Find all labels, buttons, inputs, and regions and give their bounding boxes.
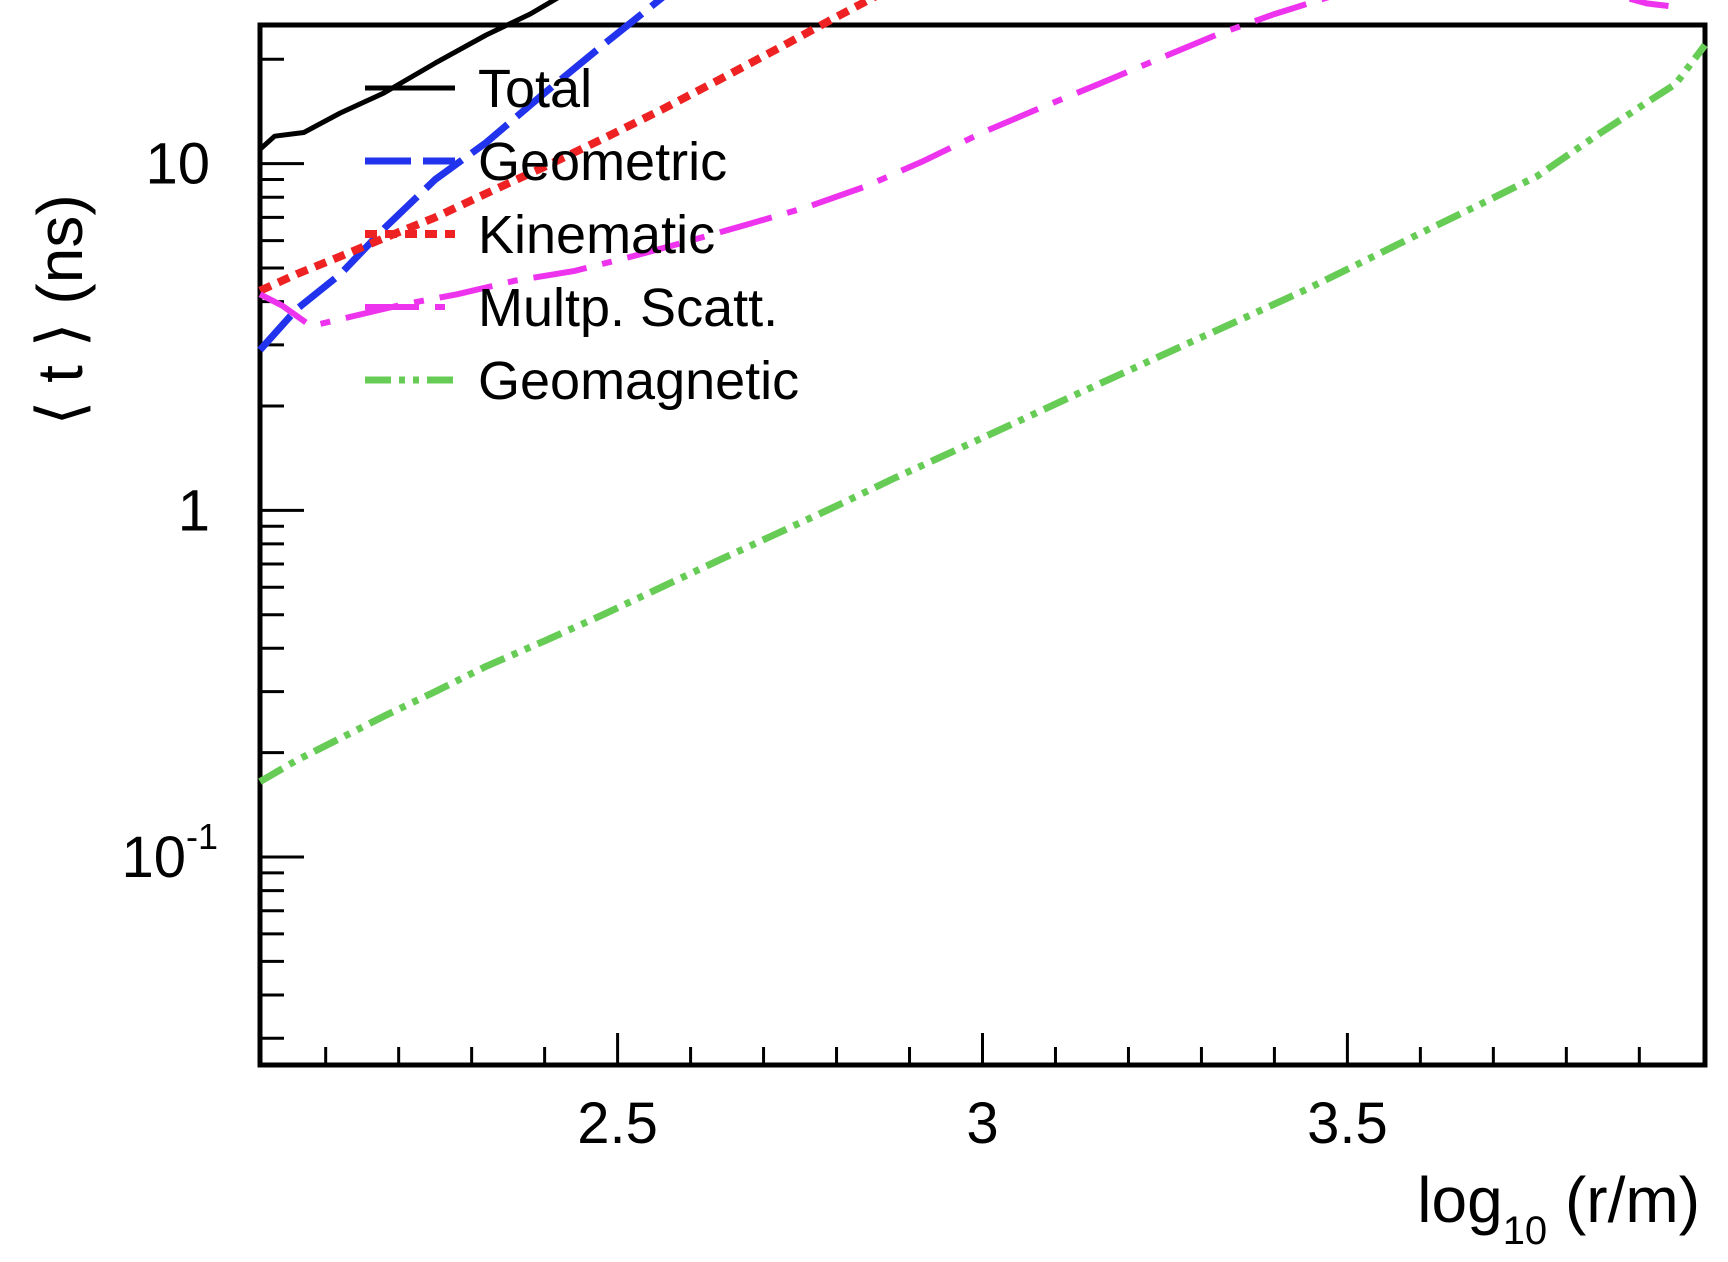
series-line-geometric xyxy=(257,0,665,353)
y-tick-base: 10 xyxy=(145,132,210,197)
plot-area xyxy=(257,0,1708,1068)
y-tick-labels: 10-1110102103104 xyxy=(121,132,218,890)
x-tick-label: 3 xyxy=(966,1091,998,1156)
y-tick-base: 1 xyxy=(178,478,210,543)
x-tick-labels: 2.5 3 3.5 xyxy=(577,1091,1387,1156)
series-line-multp-scatt xyxy=(258,0,1669,330)
x-tick-label: 2.5 xyxy=(577,1091,658,1156)
plot-frame xyxy=(257,22,1708,1068)
legend-label-total: Total xyxy=(478,59,592,119)
legend-label-geomagnetic: Geomagnetic xyxy=(478,351,799,411)
legend-label-kinematic: Kinematic xyxy=(478,205,715,265)
y-tick-label: 1 xyxy=(178,478,210,543)
series-line-total xyxy=(258,0,560,152)
legend-label-geometric: Geometric xyxy=(478,132,727,192)
x-axis-ticks xyxy=(324,1033,1641,1065)
legend: Total Geometric Kinematic Multp. Scatt. Geom… xyxy=(365,59,799,411)
y-tick-base: 10 xyxy=(121,825,186,890)
x-axis-label: log10 (r/m) xyxy=(1417,1164,1700,1253)
y-axis-label: ⟨ t ⟩ (ns) xyxy=(24,194,96,425)
legend-label-multp-scatt: Multp. Scatt. xyxy=(478,278,778,338)
x-axis-label-base: log xyxy=(1417,1164,1502,1236)
y-tick-label: 10-1 xyxy=(121,816,218,890)
x-tick-label: 3.5 xyxy=(1307,1091,1388,1156)
y-tick-exponent: -1 xyxy=(186,816,218,857)
y-tick-label: 10 xyxy=(145,132,210,197)
series-lines xyxy=(257,0,1708,785)
x-axis-label-subscript: 10 xyxy=(1503,1209,1548,1253)
y-axis-ticks xyxy=(260,57,304,1040)
x-axis-label-rest: (r/m) xyxy=(1547,1164,1700,1236)
series-line-geomagnetic xyxy=(258,42,1708,785)
